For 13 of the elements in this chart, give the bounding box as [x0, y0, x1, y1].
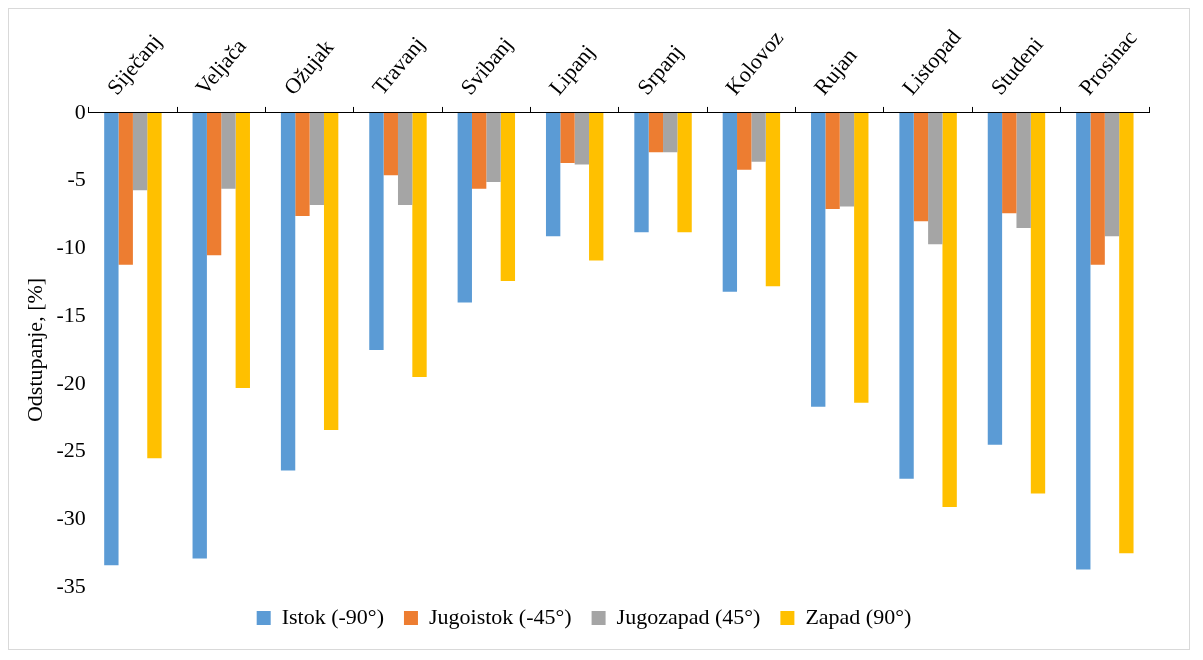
y-tick-label: -30 — [56, 505, 86, 531]
legend-label: Jugoistok (-45°) — [428, 603, 572, 629]
legend-label: Zapad (90°) — [805, 603, 912, 629]
y-tick-label: -25 — [56, 437, 86, 463]
y-tick-label: -35 — [56, 572, 86, 598]
y-axis-title: Odstupanje, [%] — [21, 277, 47, 423]
legend-label: Jugozapad (45°) — [616, 603, 761, 629]
legend-label: Istok (-90°) — [281, 603, 384, 629]
y-tick-label: 0 — [74, 98, 86, 124]
y-tick-label: -5 — [67, 166, 86, 192]
y-tick-label: -20 — [56, 369, 86, 395]
y-tick-label: -15 — [56, 301, 86, 327]
y-tick-label: -10 — [56, 234, 86, 260]
